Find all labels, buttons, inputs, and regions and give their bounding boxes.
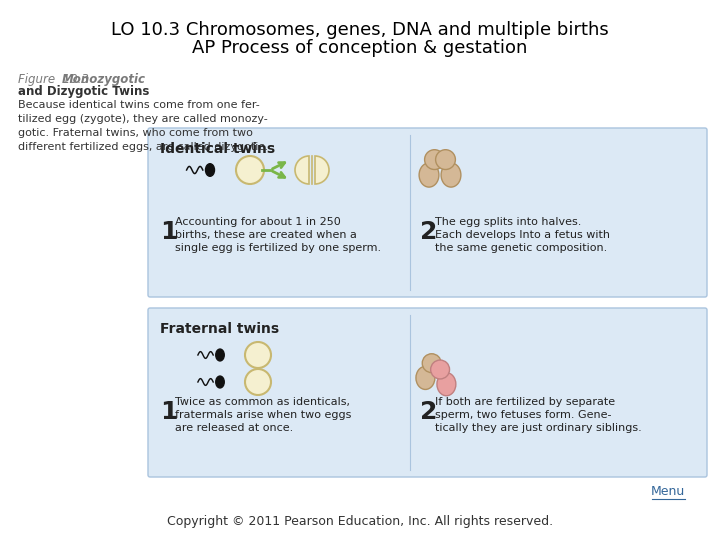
Ellipse shape bbox=[216, 376, 224, 388]
Text: Monozygotic: Monozygotic bbox=[62, 73, 146, 86]
Text: 2: 2 bbox=[420, 400, 437, 424]
Text: 1: 1 bbox=[160, 400, 178, 424]
Text: AP Process of conception & gestation: AP Process of conception & gestation bbox=[192, 39, 528, 57]
Wedge shape bbox=[295, 156, 309, 184]
Circle shape bbox=[431, 360, 449, 379]
Text: Menu: Menu bbox=[651, 485, 685, 498]
Text: The egg splits into halves.
Each develops Into a fetus with
the same genetic com: The egg splits into halves. Each develop… bbox=[435, 217, 610, 253]
Ellipse shape bbox=[216, 349, 224, 361]
Ellipse shape bbox=[416, 366, 435, 389]
Circle shape bbox=[422, 354, 441, 373]
Circle shape bbox=[245, 342, 271, 368]
Text: Accounting for about 1 in 250
births, these are created when a
single egg is fer: Accounting for about 1 in 250 births, th… bbox=[175, 217, 381, 253]
Text: If both are fertilized by separate
sperm, two fetuses form. Gene-
tically they a: If both are fertilized by separate sperm… bbox=[435, 397, 642, 434]
Ellipse shape bbox=[205, 164, 215, 176]
Text: 1: 1 bbox=[160, 220, 178, 244]
Text: Identical twins: Identical twins bbox=[160, 142, 275, 156]
Text: Figure  10.3: Figure 10.3 bbox=[18, 73, 89, 86]
Circle shape bbox=[425, 150, 444, 170]
Text: Copyright © 2011 Pearson Education, Inc. All rights reserved.: Copyright © 2011 Pearson Education, Inc.… bbox=[167, 515, 553, 528]
Circle shape bbox=[236, 156, 264, 184]
Text: Twice as common as identicals,
fratermals arise when two eggs
are released at on: Twice as common as identicals, fratermal… bbox=[175, 397, 351, 434]
Circle shape bbox=[245, 369, 271, 395]
Text: LO 10.3 Chromosomes, genes, DNA and multiple births: LO 10.3 Chromosomes, genes, DNA and mult… bbox=[111, 21, 609, 39]
FancyBboxPatch shape bbox=[148, 308, 707, 477]
Circle shape bbox=[436, 150, 455, 170]
Wedge shape bbox=[315, 156, 329, 184]
Text: and Dizygotic Twins: and Dizygotic Twins bbox=[18, 85, 149, 98]
Text: Because identical twins come from one fer-
tilized egg (zygote), they are called: Because identical twins come from one fe… bbox=[18, 100, 268, 152]
Ellipse shape bbox=[419, 163, 439, 187]
FancyBboxPatch shape bbox=[148, 128, 707, 297]
Text: Fraternal twins: Fraternal twins bbox=[160, 322, 279, 336]
Ellipse shape bbox=[441, 163, 461, 187]
Text: 2: 2 bbox=[420, 220, 437, 244]
Ellipse shape bbox=[437, 373, 456, 396]
